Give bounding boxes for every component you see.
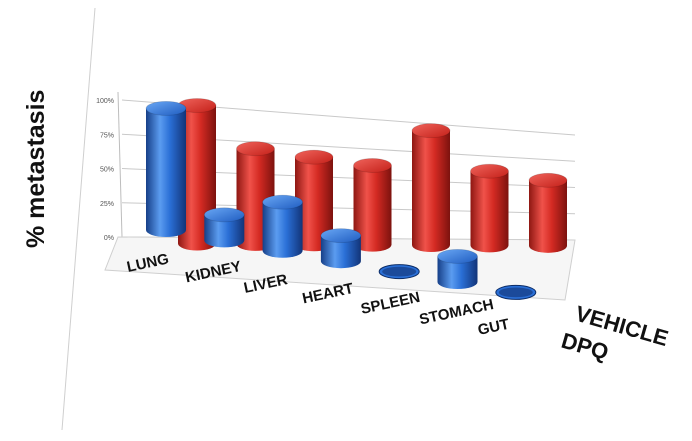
vehicle-bar [353,158,392,252]
left-frame-line [61,7,96,431]
y-tick-label: 0% [104,235,114,242]
y-axis-label: % metastasis [22,89,50,248]
y-tick-labels: 0% 25% 50% 75% 100% [96,98,114,242]
dpq-bar [437,248,478,290]
dpq-bar [320,228,362,269]
back-axis-line [117,91,123,238]
vehicle-bar [528,172,568,253]
category-label: HEART [301,280,355,307]
y-tick-label: 100% [96,98,114,105]
vehicle-bar [470,163,509,253]
dpq-bar [262,194,304,258]
vehicle-bar [294,149,334,252]
dpq-bar [203,207,245,248]
category-label: GUT [476,316,511,339]
dpq-series [145,101,537,300]
y-tick-label: 75% [100,132,114,139]
category-label: SPLEEN [359,289,421,318]
y-tick-label: 50% [100,167,114,174]
vehicle-bar [411,123,451,253]
y-tick-label: 25% [100,201,114,208]
dpq-bar [378,264,420,280]
dpq-bar [495,284,537,300]
dpq-bar [145,101,187,238]
